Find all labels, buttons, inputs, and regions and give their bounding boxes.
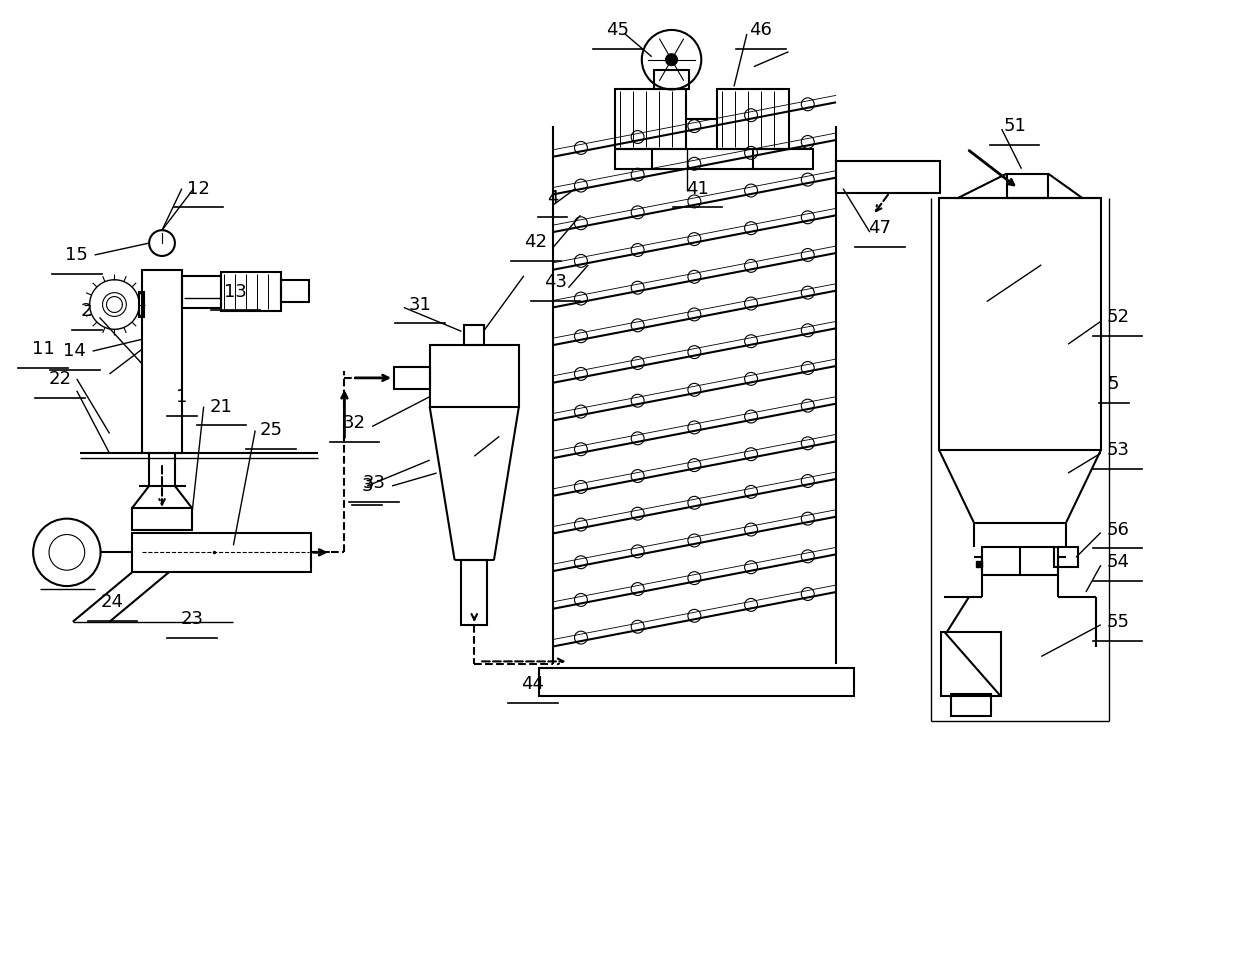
Circle shape xyxy=(666,54,677,66)
Text: 51: 51 xyxy=(1003,117,1025,135)
Bar xyxy=(615,148,813,169)
Text: 2: 2 xyxy=(81,303,93,321)
Bar xyxy=(133,533,311,572)
Text: 13: 13 xyxy=(224,283,247,301)
Bar xyxy=(461,560,487,625)
Bar xyxy=(717,89,789,148)
Bar xyxy=(182,276,222,308)
Text: 54: 54 xyxy=(1106,554,1130,571)
Text: 14: 14 xyxy=(63,342,87,360)
Bar xyxy=(133,508,192,530)
Bar xyxy=(394,367,430,389)
Bar xyxy=(982,547,1058,575)
Text: 55: 55 xyxy=(1106,613,1130,630)
Text: 25: 25 xyxy=(259,422,283,440)
Bar xyxy=(951,695,991,716)
Text: 23: 23 xyxy=(180,610,203,627)
Bar xyxy=(430,345,518,406)
Text: 11: 11 xyxy=(32,340,55,358)
Bar xyxy=(653,70,689,89)
Bar xyxy=(222,272,281,311)
Bar xyxy=(143,270,182,453)
Bar xyxy=(941,631,1001,696)
Text: 43: 43 xyxy=(544,273,567,290)
Text: 52: 52 xyxy=(1106,308,1130,327)
Text: 3: 3 xyxy=(362,477,373,495)
Text: 46: 46 xyxy=(749,21,773,39)
Text: 32: 32 xyxy=(342,415,366,432)
Text: 5: 5 xyxy=(1107,375,1120,393)
Text: 12: 12 xyxy=(187,179,210,197)
Text: 1: 1 xyxy=(176,388,187,406)
Text: 31: 31 xyxy=(408,295,432,313)
Bar xyxy=(538,669,854,696)
Text: 53: 53 xyxy=(1106,442,1130,459)
Text: 21: 21 xyxy=(210,398,233,416)
Bar xyxy=(939,198,1101,450)
Text: 4: 4 xyxy=(547,190,558,208)
Text: 56: 56 xyxy=(1106,520,1130,538)
Text: 44: 44 xyxy=(521,675,544,694)
Bar xyxy=(836,161,940,193)
Text: 15: 15 xyxy=(66,246,88,264)
Text: 45: 45 xyxy=(606,21,630,39)
Bar xyxy=(464,326,484,345)
Bar xyxy=(1007,173,1048,198)
Text: 47: 47 xyxy=(868,219,892,238)
Bar xyxy=(1054,547,1078,567)
Text: 22: 22 xyxy=(48,370,72,388)
Text: 41: 41 xyxy=(686,179,709,197)
Text: 24: 24 xyxy=(100,593,124,611)
Text: 42: 42 xyxy=(525,233,547,251)
Bar xyxy=(615,89,687,148)
Bar xyxy=(139,291,144,317)
Bar xyxy=(281,280,309,302)
Text: 33: 33 xyxy=(362,474,386,492)
